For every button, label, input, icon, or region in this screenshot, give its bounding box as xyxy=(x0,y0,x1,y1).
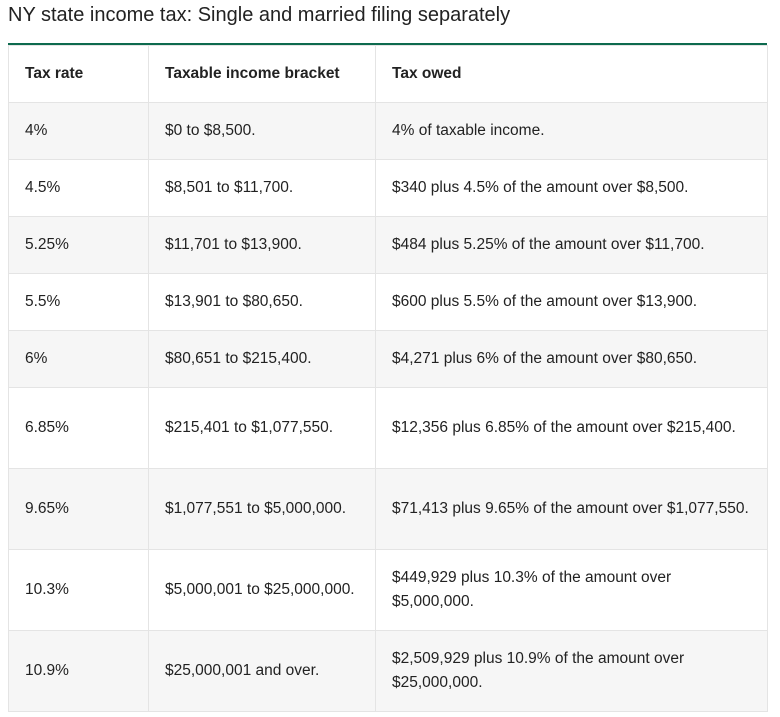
table-row: 4.5% $8,501 to $11,700. $340 plus 4.5% o… xyxy=(8,159,768,217)
cell-tax-rate: 5.5% xyxy=(8,273,149,331)
cell-tax-owed: $600 plus 5.5% of the amount over $13,90… xyxy=(375,273,768,331)
cell-tax-owed: $12,356 plus 6.85% of the amount over $2… xyxy=(375,387,768,469)
table-row: 5.25% $11,701 to $13,900. $484 plus 5.25… xyxy=(8,216,768,274)
cell-tax-owed: $2,509,929 plus 10.9% of the amount over… xyxy=(375,630,768,712)
cell-tax-rate: 10.3% xyxy=(8,549,149,631)
header-income-bracket: Taxable income bracket xyxy=(148,45,376,103)
cell-tax-rate: 10.9% xyxy=(8,630,149,712)
cell-tax-rate: 4.5% xyxy=(8,159,149,217)
tax-bracket-table: Tax rate Taxable income bracket Tax owed… xyxy=(8,45,768,712)
table-row: 5.5% $13,901 to $80,650. $600 plus 5.5% … xyxy=(8,273,768,331)
table-row: 10.3% $5,000,001 to $25,000,000. $449,92… xyxy=(8,549,768,631)
header-tax-rate: Tax rate xyxy=(8,45,149,103)
table-row: 6% $80,651 to $215,400. $4,271 plus 6% o… xyxy=(8,330,768,388)
header-tax-owed: Tax owed xyxy=(375,45,768,103)
cell-tax-rate: 4% xyxy=(8,102,149,160)
cell-tax-rate: 9.65% xyxy=(8,468,149,550)
cell-tax-owed: $71,413 plus 9.65% of the amount over $1… xyxy=(375,468,768,550)
cell-income-bracket: $215,401 to $1,077,550. xyxy=(148,387,376,469)
cell-income-bracket: $1,077,551 to $5,000,000. xyxy=(148,468,376,550)
tax-table-container: Tax rate Taxable income bracket Tax owed… xyxy=(8,43,768,712)
table-row: 10.9% $25,000,001 and over. $2,509,929 p… xyxy=(8,630,768,712)
cell-income-bracket: $80,651 to $215,400. xyxy=(148,330,376,388)
cell-income-bracket: $13,901 to $80,650. xyxy=(148,273,376,331)
table-row: 6.85% $215,401 to $1,077,550. $12,356 pl… xyxy=(8,387,768,469)
table-row: 4% $0 to $8,500. 4% of taxable income. xyxy=(8,102,768,160)
cell-tax-owed: $449,929 plus 10.3% of the amount over $… xyxy=(375,549,768,631)
cell-income-bracket: $25,000,001 and over. xyxy=(148,630,376,712)
cell-tax-owed: $484 plus 5.25% of the amount over $11,7… xyxy=(375,216,768,274)
cell-income-bracket: $11,701 to $13,900. xyxy=(148,216,376,274)
table-header-row: Tax rate Taxable income bracket Tax owed xyxy=(8,45,768,103)
cell-income-bracket: $5,000,001 to $25,000,000. xyxy=(148,549,376,631)
cell-tax-rate: 6% xyxy=(8,330,149,388)
cell-income-bracket: $8,501 to $11,700. xyxy=(148,159,376,217)
cell-income-bracket: $0 to $8,500. xyxy=(148,102,376,160)
page-title: NY state income tax: Single and married … xyxy=(8,4,511,26)
cell-tax-owed: $4,271 plus 6% of the amount over $80,65… xyxy=(375,330,768,388)
cell-tax-owed: $340 plus 4.5% of the amount over $8,500… xyxy=(375,159,768,217)
table-row: 9.65% $1,077,551 to $5,000,000. $71,413 … xyxy=(8,468,768,550)
cell-tax-owed: 4% of taxable income. xyxy=(375,102,768,160)
cell-tax-rate: 6.85% xyxy=(8,387,149,469)
cell-tax-rate: 5.25% xyxy=(8,216,149,274)
